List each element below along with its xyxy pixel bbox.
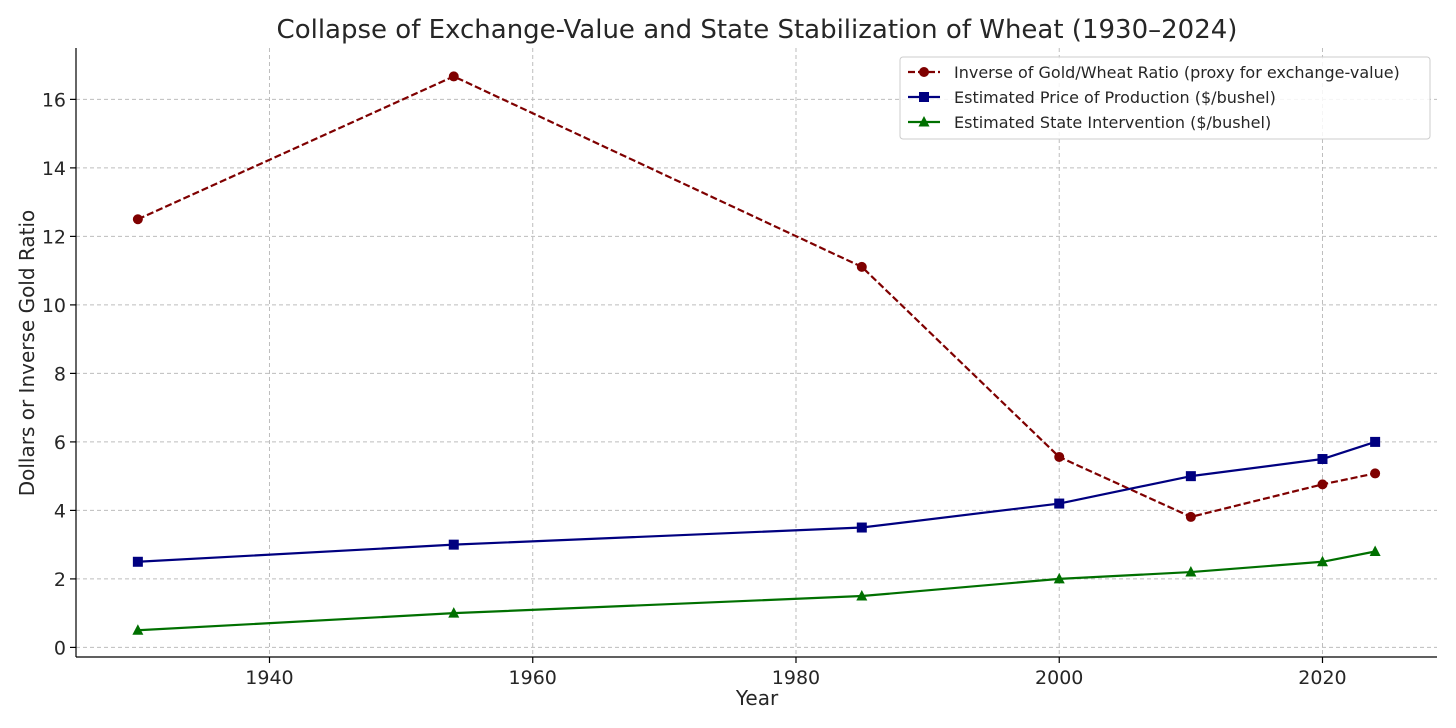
data-point (856, 522, 867, 533)
chart-title: Collapse of Exchange-Value and State Sta… (277, 15, 1238, 45)
data-point (1317, 479, 1328, 490)
y-axis-label: Dollars or Inverse Gold Ratio (15, 210, 39, 497)
legend-entry: Estimated State Intervention ($/bushel) (908, 113, 1271, 132)
data-point (1370, 468, 1381, 479)
x-axis-label: Year (735, 686, 779, 710)
y-tick-label: 0 (54, 637, 66, 659)
data-point (1185, 471, 1196, 482)
series-layer (132, 71, 1381, 635)
legend-label: Estimated Price of Production ($/bushel) (954, 88, 1276, 107)
legend-entry: Estimated Price of Production ($/bushel) (908, 88, 1276, 107)
data-point (1370, 436, 1381, 447)
data-point (1316, 555, 1328, 567)
legend-marker (919, 92, 929, 102)
data-point (1053, 572, 1065, 584)
data-point (448, 607, 460, 618)
axes: 1940 1960 1980 2000 2020 0 2 4 6 8 10 12 14 16 (42, 48, 1437, 689)
x-tick-label: 1980 (772, 667, 820, 689)
y-tick-label: 14 (42, 158, 66, 180)
series-3 (132, 545, 1381, 635)
data-point (1054, 498, 1065, 509)
data-point (448, 71, 459, 82)
x-tick-label: 2000 (1035, 667, 1083, 689)
x-tick-label: 1960 (509, 667, 557, 689)
series-line (137, 75, 1376, 519)
legend-label: Inverse of Gold/Wheat Ratio (proxy for e… (954, 63, 1400, 82)
data-point (856, 261, 867, 272)
data-point (448, 539, 459, 550)
y-tick-label: 8 (54, 363, 66, 385)
series-line (137, 550, 1376, 632)
y-tick-label: 16 (42, 89, 66, 111)
series-2 (132, 436, 1381, 567)
data-point (132, 214, 143, 225)
data-point (1369, 545, 1381, 557)
data-point (1185, 566, 1197, 577)
y-tick-label: 2 (54, 569, 66, 591)
data-point (1185, 511, 1196, 522)
legend-entry: Inverse of Gold/Wheat Ratio (proxy for e… (908, 63, 1400, 82)
series-line (137, 440, 1376, 563)
data-point (132, 556, 143, 567)
y-tick-label: 6 (54, 432, 66, 454)
x-tick-label: 2020 (1298, 667, 1346, 689)
legend-marker (919, 67, 929, 77)
series-1 (132, 71, 1381, 522)
legend-marker (918, 116, 930, 127)
data-point (1317, 454, 1328, 465)
data-point (856, 590, 868, 601)
legend-box (899, 56, 1431, 140)
legend-label: Estimated State Intervention ($/bushel) (954, 113, 1271, 132)
y-tick-label: 12 (42, 226, 66, 248)
legend: Inverse of Gold/Wheat Ratio (proxy for e… (899, 56, 1431, 140)
y-tick-label: 4 (54, 500, 66, 522)
x-tick-label: 1940 (245, 667, 293, 689)
data-point (132, 624, 144, 635)
y-tick-label: 10 (42, 295, 66, 317)
data-point (1054, 451, 1065, 462)
